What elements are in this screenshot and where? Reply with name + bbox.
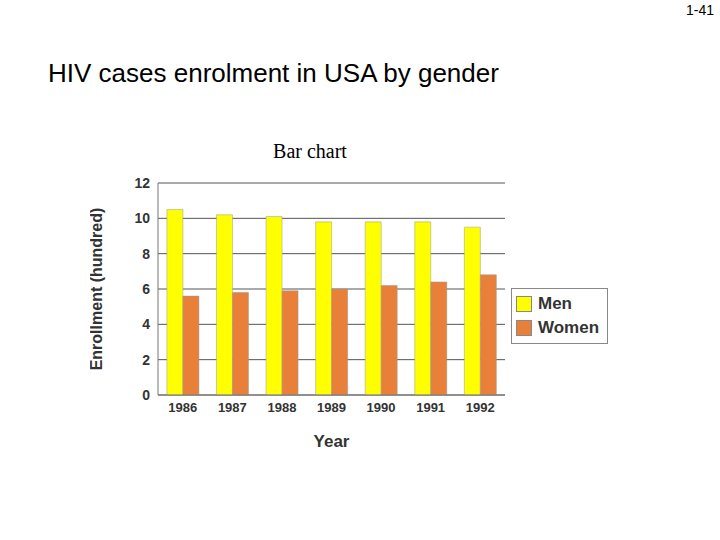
svg-text:10: 10 xyxy=(134,210,150,226)
svg-text:1988: 1988 xyxy=(267,400,296,415)
svg-text:8: 8 xyxy=(142,246,150,262)
svg-text:Enrollment (hundred): Enrollment (hundred) xyxy=(90,208,105,371)
svg-text:4: 4 xyxy=(142,316,150,332)
html-text:Men: Men xyxy=(538,294,572,313)
svg-text:1991: 1991 xyxy=(416,400,445,415)
svg-text:1990: 1990 xyxy=(367,400,396,415)
html-text:1-41: 1-41 xyxy=(686,2,714,18)
svg-text:1986: 1986 xyxy=(168,400,197,415)
svg-text:Year: Year xyxy=(314,432,350,451)
svg-text:2: 2 xyxy=(142,352,150,368)
html-text:Women: Women xyxy=(538,318,600,337)
svg-text:1989: 1989 xyxy=(317,400,346,415)
svg-text:1992: 1992 xyxy=(466,400,495,415)
svg-text:6: 6 xyxy=(142,281,150,297)
svg-text:12: 12 xyxy=(134,175,150,191)
html-text:Bar chart: Bar chart xyxy=(273,140,347,162)
html-text:HIV cases enrolment in USA by: HIV cases enrolment in USA by gender xyxy=(48,58,499,88)
svg-text:0: 0 xyxy=(142,387,150,403)
svg-text:1987: 1987 xyxy=(218,400,247,415)
